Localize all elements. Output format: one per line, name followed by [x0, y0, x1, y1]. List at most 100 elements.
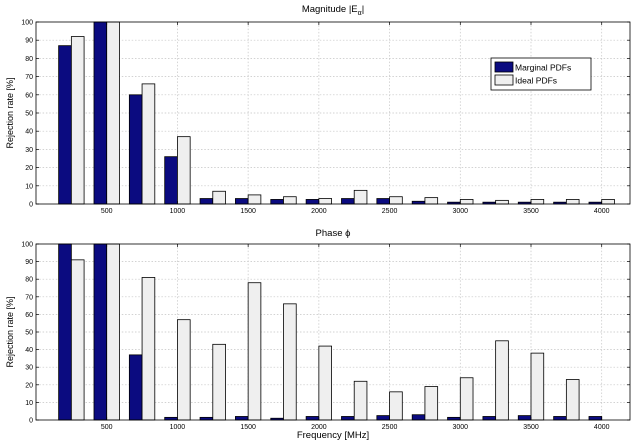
- phase-xtick-label: 1000: [170, 424, 186, 431]
- phase-ytick-label: 70: [25, 294, 33, 301]
- magnitude-xtick-label: 1500: [240, 208, 256, 215]
- magnitude-bar-marginal: [235, 199, 248, 204]
- magnitude-bar-marginal: [412, 201, 425, 204]
- magnitude-ytick-label: 100: [21, 20, 33, 27]
- magnitude-ytick-label: 30: [25, 147, 33, 154]
- phase-xtick-label: 1500: [240, 424, 256, 431]
- magnitude-bar-marginal: [59, 46, 72, 204]
- phase-ytick-label: 40: [25, 347, 33, 354]
- phase-bar-ideal: [496, 341, 509, 420]
- magnitude-xtick-label: 2500: [382, 208, 398, 215]
- phase-bar-ideal: [248, 283, 261, 420]
- legend-swatch-ideal: [495, 75, 513, 85]
- magnitude-bar-ideal: [71, 37, 84, 204]
- phase-bar-marginal: [235, 416, 248, 420]
- phase-bar-ideal: [566, 380, 579, 420]
- phase-bar-marginal: [518, 416, 531, 420]
- magnitude-xtick-label: 3000: [452, 208, 468, 215]
- phase-bar-marginal: [554, 416, 567, 420]
- phase-bar-ideal: [71, 260, 84, 420]
- phase-bar-marginal: [59, 244, 72, 420]
- phase-bar-marginal: [412, 415, 425, 420]
- phase-xtick-label: 3000: [452, 424, 468, 431]
- magnitude-xtick-label: 1000: [170, 208, 186, 215]
- magnitude-xtick-label: 4000: [594, 208, 610, 215]
- phase-bar-marginal: [377, 416, 390, 420]
- magnitude-ytick-label: 70: [25, 74, 33, 81]
- phase-bar-marginal: [589, 416, 602, 420]
- magnitude-ytick-label: 40: [25, 129, 33, 136]
- magnitude-bar-ideal: [177, 137, 190, 204]
- magnitude-bar-marginal: [165, 157, 178, 204]
- phase-bar-ideal: [177, 320, 190, 420]
- magnitude-ytick-label: 0: [29, 202, 33, 209]
- legend: Marginal PDFs Ideal PDFs: [491, 58, 591, 90]
- magnitude-ytick-label: 80: [25, 56, 33, 63]
- phase-bar-ideal: [531, 353, 544, 420]
- phase-chart: 0 10 20 30 40 50 60 70 80 90 100 500 1000 1500 2000 250…: [5, 228, 630, 441]
- magnitude-ylabel: Rejection rate [%]: [5, 77, 15, 148]
- phase-ytick-label: 50: [25, 330, 33, 337]
- magnitude-bar-marginal: [129, 95, 142, 204]
- magnitude-xtick-label: 3500: [523, 208, 539, 215]
- magnitude-bar-ideal: [142, 84, 155, 204]
- magnitude-bar-ideal: [354, 190, 367, 204]
- phase-bar-marginal: [341, 416, 354, 420]
- phase-ytick-label: 10: [25, 400, 33, 407]
- magnitude-bar-ideal: [319, 199, 332, 204]
- magnitude-bar-ideal: [566, 199, 579, 204]
- phase-bar-ideal: [390, 392, 403, 420]
- phase-xtick-label: 3500: [523, 424, 539, 431]
- phase-xtick-label: 500: [101, 424, 113, 431]
- phase-ytick-label: 60: [25, 312, 33, 319]
- magnitude-ytick-label: 90: [25, 38, 33, 45]
- magnitude-bar-marginal: [200, 199, 213, 204]
- phase-bar-ideal: [425, 387, 438, 420]
- phase-ytick-label: 100: [21, 242, 33, 249]
- magnitude-bar-ideal: [425, 198, 438, 204]
- magnitude-bar-ideal: [531, 199, 544, 204]
- phase-bar-ideal: [354, 381, 367, 420]
- phase-bar-ideal: [460, 378, 473, 420]
- phase-bar-ideal: [142, 277, 155, 420]
- phase-bar-ideal: [213, 344, 226, 420]
- phase-xlabel: Frequency [MHz]: [297, 430, 369, 441]
- magnitude-chart: 0 10 20 30 40 50 60 70 80 90 100 500 1000 1500 2000 250…: [5, 4, 630, 215]
- magnitude-bar-marginal: [94, 22, 107, 204]
- magnitude-bar-ideal: [496, 200, 509, 204]
- phase-ytick-label: 90: [25, 259, 33, 266]
- phase-ytick-label: 0: [29, 418, 33, 425]
- phase-xtick-label: 2500: [382, 424, 398, 431]
- magnitude-bar-ideal: [602, 199, 615, 204]
- phase-ytick-label: 30: [25, 365, 33, 372]
- phase-bar-ideal: [107, 244, 120, 420]
- phase-title: Phase ϕ: [316, 228, 351, 239]
- magnitude-ytick-label: 20: [25, 165, 33, 172]
- phase-xtick-label: 4000: [594, 424, 610, 431]
- phase-bar-ideal: [284, 304, 297, 420]
- phase-ylabel: Rejection rate [%]: [5, 296, 15, 367]
- magnitude-bar-marginal: [341, 199, 354, 204]
- phase-bar-marginal: [483, 416, 496, 420]
- magnitude-xtick-label: 2000: [311, 208, 327, 215]
- magnitude-bar-ideal: [107, 22, 120, 204]
- phase-ytick-label: 80: [25, 277, 33, 284]
- legend-label-marginal: Marginal PDFs: [515, 63, 571, 73]
- magnitude-bar-ideal: [213, 191, 226, 204]
- magnitude-ytick-label: 60: [25, 92, 33, 99]
- phase-bar-ideal: [319, 346, 332, 420]
- phase-ytick-label: 20: [25, 382, 33, 389]
- phase-bar-marginal: [129, 355, 142, 420]
- magnitude-xtick-label: 500: [101, 208, 113, 215]
- magnitude-bar-marginal: [271, 199, 284, 204]
- magnitude-ytick-label: 50: [25, 111, 33, 118]
- magnitude-bar-marginal: [306, 199, 319, 204]
- phase-bar-marginal: [94, 244, 107, 420]
- legend-swatch-marginal: [495, 62, 513, 72]
- magnitude-bar-ideal: [460, 199, 473, 204]
- magnitude-bar-marginal: [377, 199, 390, 204]
- magnitude-bar-ideal: [390, 197, 403, 204]
- magnitude-bar-ideal: [248, 195, 261, 204]
- phase-bar-marginal: [306, 416, 319, 420]
